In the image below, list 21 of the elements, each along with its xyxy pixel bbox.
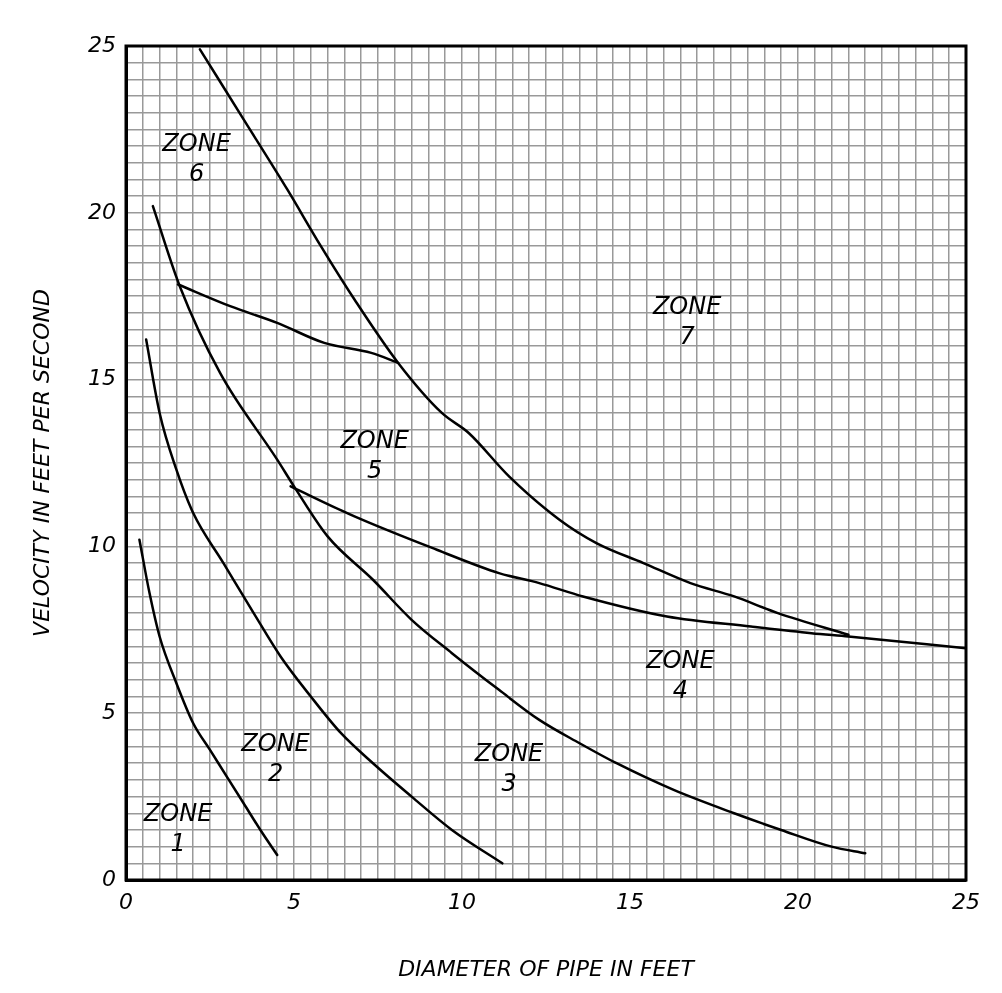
- x-tick-label: 10: [448, 888, 476, 914]
- annotation: ZONE 5: [339, 425, 410, 484]
- annotation: ZONE 7: [651, 292, 723, 351]
- y-tick-label: 15: [88, 365, 116, 391]
- x-tick-label: 5: [287, 888, 301, 914]
- annotation: ZONE 2: [240, 729, 311, 788]
- y-tick-label: 10: [88, 532, 116, 558]
- y-axis-title: VELOCITY IN FEET PER SECOND: [28, 289, 54, 637]
- x-axis-title: DIAMETER OF PIPE IN FEET: [398, 955, 696, 981]
- x-tick-label: 25: [952, 888, 980, 914]
- annotation: ZONE 1: [142, 799, 214, 858]
- x-tick-label: 20: [784, 888, 812, 914]
- x-tick-label: 15: [616, 888, 644, 914]
- annotation: ZONE 6: [161, 128, 232, 187]
- y-tick-label: 20: [88, 198, 116, 224]
- y-tick-label: 0: [102, 865, 116, 891]
- annotation: ZONE 4: [645, 645, 716, 704]
- x-tick-label: 0: [119, 888, 133, 914]
- annotation: ZONE 3: [473, 739, 545, 798]
- y-tick-label: 25: [88, 31, 116, 57]
- y-tick-label: 5: [102, 698, 116, 724]
